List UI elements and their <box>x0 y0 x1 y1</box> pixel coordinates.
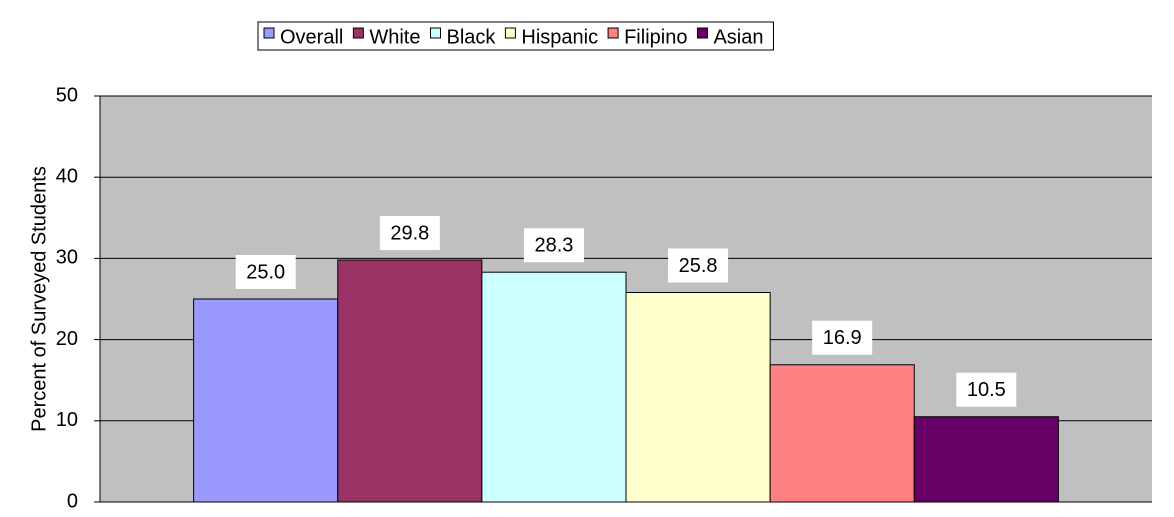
bar <box>481 271 627 503</box>
legend-marker <box>696 27 708 39</box>
y-tick-label: 50 <box>56 84 78 106</box>
bar <box>913 416 1059 503</box>
bar <box>193 298 339 503</box>
value-label: 25.0 <box>246 261 285 283</box>
legend-label: Filipino <box>624 26 687 48</box>
value-label: 10.5 <box>967 379 1006 401</box>
bar <box>625 292 771 503</box>
value-label-bg <box>812 320 873 355</box>
value-label: 29.8 <box>390 222 429 244</box>
y-axis-label: Percent of Surveyed Students <box>28 166 50 432</box>
y-tick-label: 30 <box>56 247 78 269</box>
value-label: 16.9 <box>823 327 862 349</box>
value-label: 25.8 <box>679 255 718 277</box>
legend-marker <box>504 27 516 39</box>
value-label-bg <box>379 216 440 251</box>
y-tick-label: 10 <box>56 409 78 431</box>
bar <box>769 364 915 503</box>
value-label-bg <box>668 248 729 283</box>
legend-marker <box>429 27 441 39</box>
legend-label: Asian <box>713 26 763 48</box>
legend-label: Black <box>446 26 496 48</box>
legend-marker <box>352 27 364 39</box>
y-tick-label: 20 <box>56 328 78 350</box>
legend-label: Hispanic <box>521 26 598 48</box>
value-label-bg <box>523 228 584 263</box>
legend-label: White <box>369 26 420 48</box>
y-tick-label: 40 <box>56 165 78 187</box>
value-label-bg <box>956 372 1017 407</box>
y-tick-label: 0 <box>67 490 78 512</box>
value-label: 28.3 <box>534 234 573 256</box>
legend-marker <box>607 27 619 39</box>
bar <box>337 259 483 503</box>
legend-label: Overall <box>280 26 343 48</box>
value-label-bg <box>235 255 296 289</box>
legend-marker <box>263 27 275 39</box>
